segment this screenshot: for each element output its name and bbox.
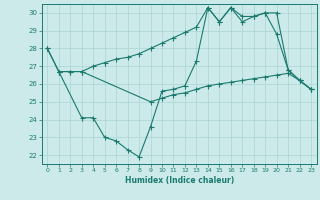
X-axis label: Humidex (Indice chaleur): Humidex (Indice chaleur)	[124, 176, 234, 185]
